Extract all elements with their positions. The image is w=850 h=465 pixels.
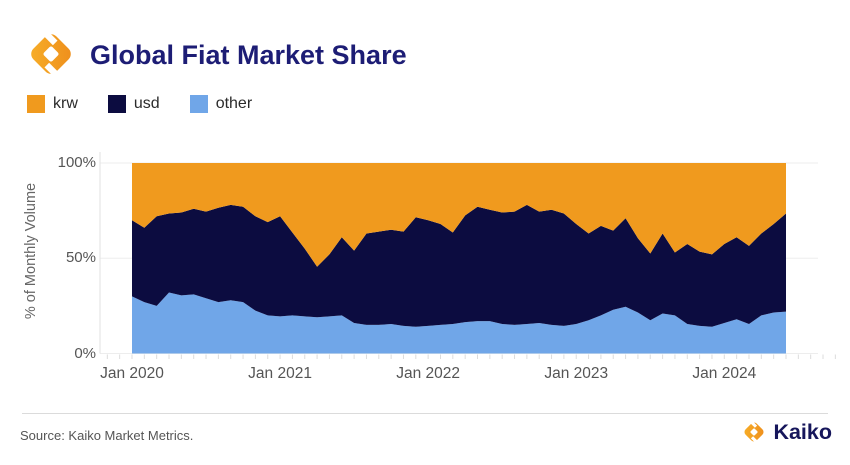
legend-item-usd: usd <box>107 95 160 113</box>
y-tick-label-50: 50% <box>65 249 96 267</box>
chart-legend: krw usd other <box>27 95 252 113</box>
area-krw <box>132 163 786 267</box>
legend-swatch-other <box>189 95 208 113</box>
y-axis-title: % of Monthly Volume <box>23 182 39 320</box>
legend-label: other <box>215 95 253 112</box>
x-tick-label-Jan-2021: Jan 2021 <box>248 365 312 382</box>
source-note: Source: Kaiko Market Metrics. <box>20 428 194 443</box>
legend-label: usd <box>133 95 160 112</box>
y-tick-label-100: 100% <box>57 154 96 171</box>
y-tick-label-0: 0% <box>74 344 96 362</box>
x-tick-label-Jan-2024: Jan 2024 <box>692 365 757 382</box>
kaiko-logo-icon <box>24 27 78 81</box>
brand-footer: Kaiko <box>741 419 832 445</box>
legend-item-other: other <box>189 95 253 113</box>
legend-swatch-usd <box>107 95 126 113</box>
x-tick-label-Jan-2023: Jan 2023 <box>544 365 609 382</box>
area-other <box>132 292 786 354</box>
footer-divider <box>22 413 828 414</box>
kaiko-brand-icon <box>741 419 767 445</box>
legend-label: krw <box>53 95 78 112</box>
legend-item-krw: krw <box>27 95 78 113</box>
x-tick-label-Jan-2022: Jan 2022 <box>396 365 461 382</box>
area-usd <box>132 204 786 327</box>
page-title: Global Fiat Market Share <box>90 40 407 70</box>
brand-name: Kaiko <box>773 419 832 444</box>
legend-swatch-krw <box>27 95 45 113</box>
x-tick-label-Jan-2020: Jan 2020 <box>100 365 164 382</box>
